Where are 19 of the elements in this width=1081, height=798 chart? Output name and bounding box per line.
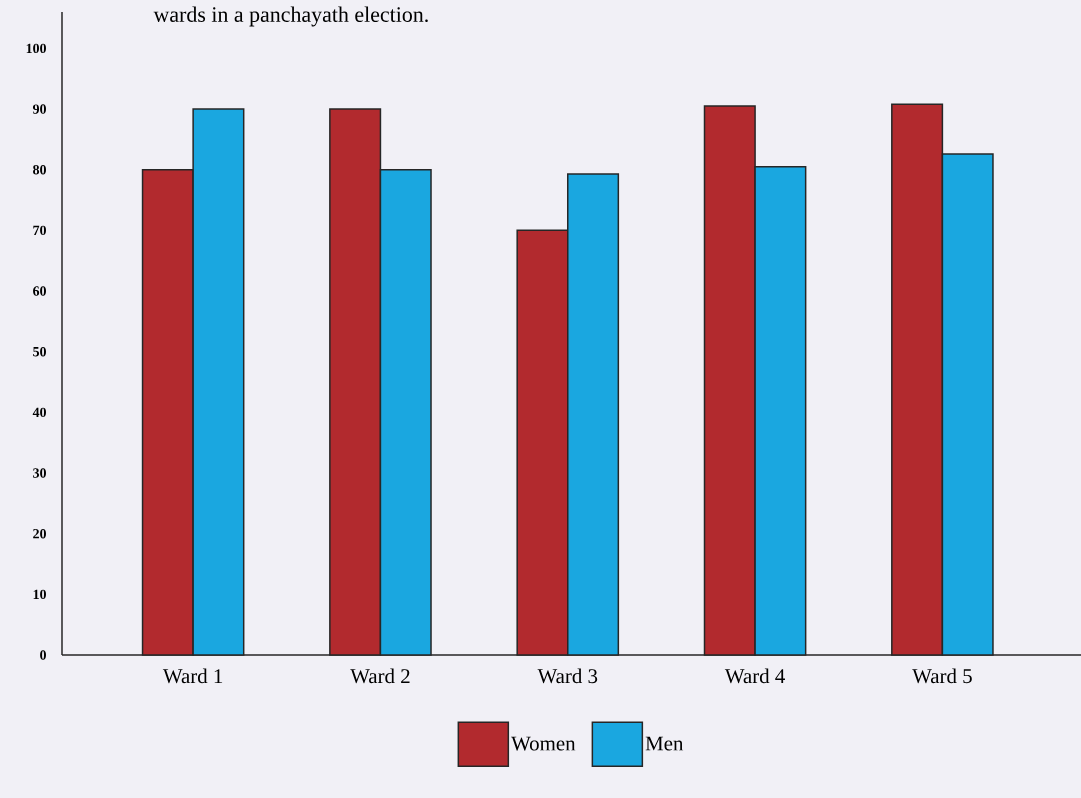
chart-title: wards in a panchayath election. xyxy=(153,6,428,27)
y-tick-label: 50 xyxy=(33,346,46,357)
x-tick-label: Ward 1 xyxy=(162,668,223,684)
legend-label: Women xyxy=(511,736,576,751)
y-tick-label: 100 xyxy=(26,43,46,54)
x-tick-label: Ward 5 xyxy=(912,668,972,684)
y-tick-label: 20 xyxy=(33,528,46,539)
x-tick-label: Ward 4 xyxy=(724,668,785,684)
y-tick-label: 0 xyxy=(40,650,46,660)
y-tick-label: 30 xyxy=(33,468,46,478)
legend-label: Men xyxy=(645,736,684,751)
x-tick-label: Ward 3 xyxy=(537,668,598,684)
y-tick-label: 90 xyxy=(32,104,46,114)
y-tick-label: 60 xyxy=(33,286,46,296)
y-tick-label: 80 xyxy=(33,165,46,175)
x-tick-label: Ward 2 xyxy=(350,668,410,684)
y-tick-label: 70 xyxy=(33,225,46,236)
y-tick-label: 10 xyxy=(33,589,46,600)
y-tick-label: 40 xyxy=(32,407,46,418)
